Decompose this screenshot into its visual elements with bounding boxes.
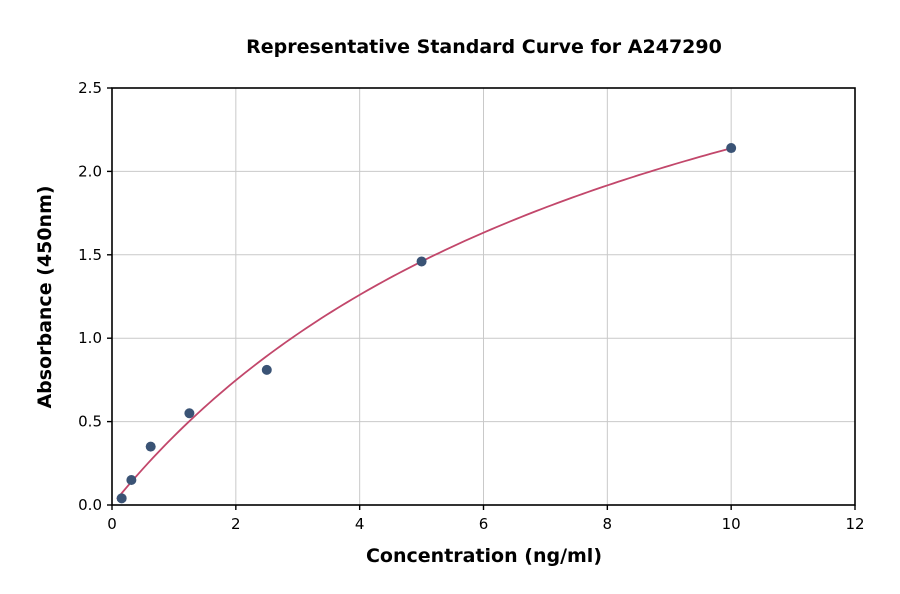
data-point bbox=[416, 256, 427, 267]
fit-curve bbox=[116, 147, 732, 500]
x-tick-label: 12 bbox=[845, 515, 864, 533]
data-point bbox=[726, 143, 737, 154]
x-tick-label: 10 bbox=[722, 515, 741, 533]
data-points bbox=[116, 143, 737, 504]
x-tick-label: 0 bbox=[107, 515, 117, 533]
data-point bbox=[261, 364, 272, 375]
y-tick-label: 2.5 bbox=[78, 79, 102, 97]
x-tick-label: 4 bbox=[355, 515, 365, 533]
chart-title: Representative Standard Curve for A24729… bbox=[246, 36, 722, 58]
data-point bbox=[126, 474, 137, 485]
y-axis: 0.0 0.5 1.0 1.5 2.0 2.5 bbox=[78, 79, 112, 514]
data-point bbox=[116, 493, 127, 504]
y-tick-label: 0.0 bbox=[78, 496, 102, 514]
y-tick-label: 0.5 bbox=[78, 413, 102, 431]
x-tick-label: 2 bbox=[231, 515, 241, 533]
x-tick-label: 6 bbox=[479, 515, 489, 533]
y-tick-label: 1.5 bbox=[78, 246, 102, 264]
data-point bbox=[184, 408, 195, 419]
y-tick-label: 2.0 bbox=[78, 162, 102, 180]
data-point bbox=[145, 441, 156, 452]
y-tick-label: 1.0 bbox=[78, 329, 102, 347]
y-axis-label: Absorbance (450nm) bbox=[34, 185, 56, 409]
grid bbox=[111, 87, 856, 506]
x-tick-label: 8 bbox=[603, 515, 613, 533]
x-axis-label: Concentration (ng/ml) bbox=[365, 545, 603, 567]
x-axis: 0 2 4 6 8 10 12 bbox=[107, 505, 865, 533]
